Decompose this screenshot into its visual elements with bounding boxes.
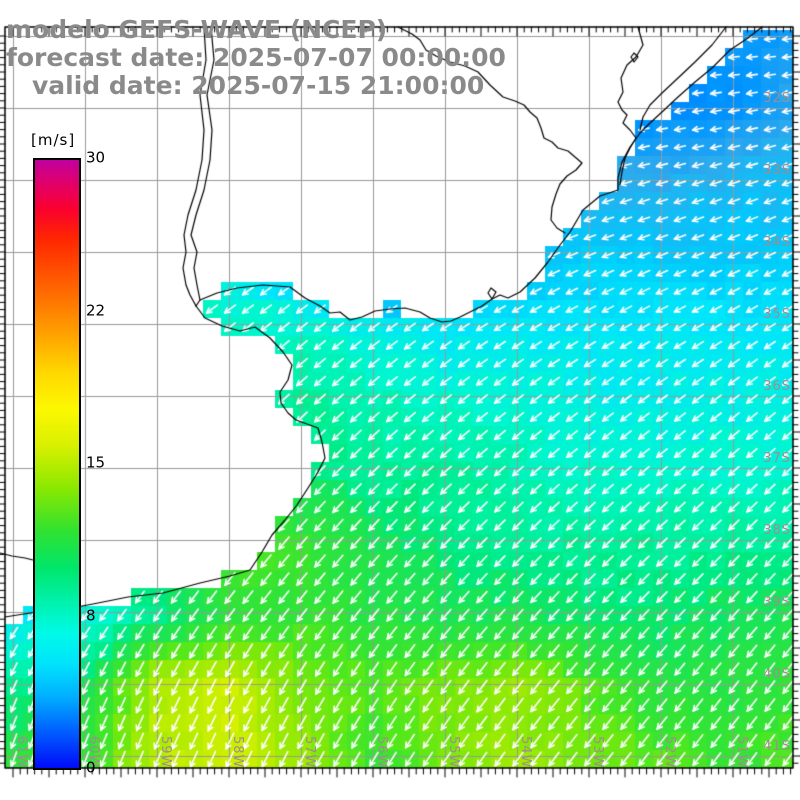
latitude-label: 35S xyxy=(763,307,791,322)
latitude-label: 39S xyxy=(763,595,791,610)
colorbar-tick-label: 8 xyxy=(86,606,96,625)
longitude-label: 59W xyxy=(158,736,173,769)
colorbar-unit-label: [m/s] xyxy=(31,131,76,149)
longitude-label: 55W xyxy=(446,736,461,769)
longitude-label: 51W xyxy=(734,736,749,769)
latitude-label: 37S xyxy=(763,451,791,466)
latitude-label: 40S xyxy=(763,667,791,682)
longitude-label: 58W xyxy=(230,736,245,769)
colorbar-tick-label: 15 xyxy=(86,453,106,472)
longitude-label: 52W xyxy=(662,736,677,769)
longitude-label: 61W xyxy=(14,736,29,769)
longitude-label: 53W xyxy=(590,736,605,769)
longitude-label: 56W xyxy=(374,736,389,769)
latitude-label: 36S xyxy=(763,379,791,394)
colorbar-tick-label: 22 xyxy=(86,301,106,320)
colorbar-tick-label: 0 xyxy=(86,758,96,777)
longitude-label: 57W xyxy=(302,736,317,769)
latitude-label: 33S xyxy=(763,163,791,178)
colorbar-tick-label: 30 xyxy=(86,148,106,167)
longitude-label: 54W xyxy=(518,736,533,769)
latitude-label: 34S xyxy=(763,235,791,250)
colorbar xyxy=(33,158,81,770)
latitude-label: 41S xyxy=(763,739,791,754)
latitude-label: 38S xyxy=(763,523,791,538)
latitude-label: 32S xyxy=(763,91,791,106)
